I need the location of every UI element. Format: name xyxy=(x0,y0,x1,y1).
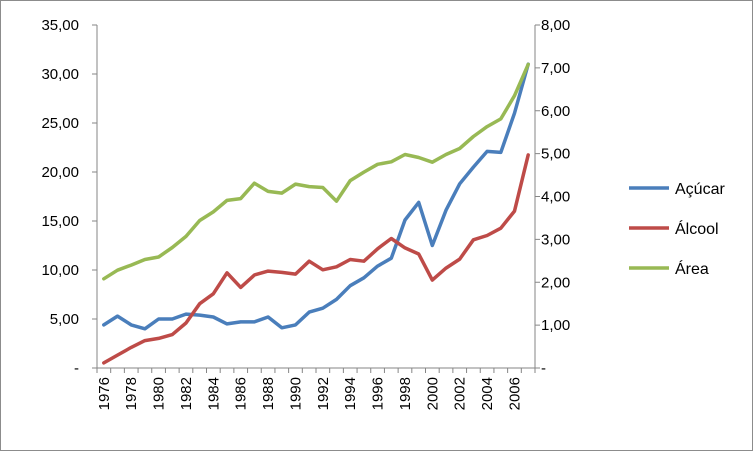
y2-tick-label: 8,00 xyxy=(541,17,570,34)
x-tick-label: 2000 xyxy=(424,377,441,410)
y2-tick-labels: - 1,00 2,00 3,00 4,00 5,00 6,00 7,00 8,00 xyxy=(541,17,570,377)
x-tick-label: 1996 xyxy=(370,377,387,410)
x-tick-label: 1982 xyxy=(178,377,195,410)
y2-tick-label: 2,00 xyxy=(541,274,570,291)
y-tick-label: 35,00 xyxy=(41,17,79,34)
axes xyxy=(92,24,540,373)
x-tick-label: 1992 xyxy=(315,377,332,410)
x-tick-label: 1984 xyxy=(205,377,222,410)
x-tick-label: 1980 xyxy=(151,377,168,410)
x-tick-label: 1976 xyxy=(96,377,113,410)
y2-tick-label: 5,00 xyxy=(541,146,570,163)
legend-label: Álcool xyxy=(675,219,719,238)
y2-tick-label: 6,00 xyxy=(541,103,570,120)
legend-label: Área xyxy=(675,259,709,278)
x-tick-label: 1990 xyxy=(287,377,304,410)
y-tick-label: 25,00 xyxy=(41,115,79,132)
x-tick-label: 1986 xyxy=(233,377,250,410)
y-tick-label: 10,00 xyxy=(41,262,79,279)
y2-tick-label: 3,00 xyxy=(541,231,570,248)
x-tick-label: 2004 xyxy=(479,377,496,410)
series-line-1 xyxy=(102,153,530,365)
x-tick-label: 1978 xyxy=(123,377,140,410)
x-tick-labels: 1976 1978 1980 1982 1984 1986 1988 1990 1992 1994… xyxy=(96,377,524,410)
y2-tick-label: - xyxy=(541,360,546,377)
x-tick-label: 1988 xyxy=(260,377,277,410)
x-tick-label: 1998 xyxy=(397,377,414,410)
y2-tick-label: 1,00 xyxy=(541,317,570,334)
y-tick-label: - xyxy=(74,360,79,377)
x-tick-label: 2002 xyxy=(452,377,469,410)
y-tick-label: 30,00 xyxy=(41,66,79,83)
x-tick-label: 2006 xyxy=(506,377,523,410)
x-tick-label: 1994 xyxy=(342,377,359,410)
legend: Açúcar Álcool Área xyxy=(629,181,725,278)
series-line-0 xyxy=(102,62,530,331)
y-tick-labels: - 5,00 10,00 15,00 20,00 25,00 30,00 35,00 xyxy=(41,17,79,377)
y-tick-label: 5,00 xyxy=(50,311,79,328)
y2-tick-label: 7,00 xyxy=(541,60,570,77)
legend-label: Açúcar xyxy=(675,181,725,198)
y2-tick-label: 4,00 xyxy=(541,189,570,206)
series-lines xyxy=(102,62,530,365)
y-tick-label: 20,00 xyxy=(41,164,79,181)
y-tick-label: 15,00 xyxy=(41,213,79,230)
series-line-2 xyxy=(102,62,530,281)
